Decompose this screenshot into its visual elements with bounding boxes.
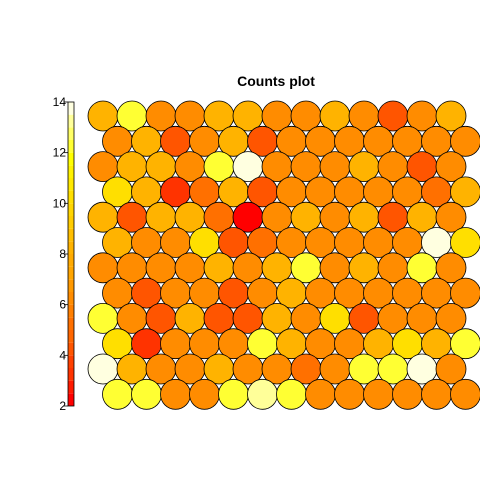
node-circle — [103, 379, 133, 409]
colorbar-tick-label: 14 — [53, 95, 67, 109]
colorbar-tick-label: 10 — [53, 196, 67, 210]
node-circle — [306, 379, 336, 409]
colorbar-legend — [68, 102, 74, 406]
node-circle — [161, 379, 191, 409]
node-circle — [277, 379, 307, 409]
colorbar-tick-label: 2 — [59, 399, 66, 413]
colorbar-axis: 2 4 6 8 10 12 14 — [53, 95, 68, 413]
colorbar-bin — [68, 267, 74, 280]
colorbar-bin — [68, 317, 74, 330]
colorbar-bin — [68, 102, 74, 115]
colorbar-bin — [68, 115, 74, 128]
colorbar-bin — [68, 330, 74, 343]
colorbar-bin — [68, 368, 74, 381]
colorbar-bin — [68, 355, 74, 368]
node-circle — [364, 379, 394, 409]
colorbar-bin — [68, 241, 74, 254]
colorbar-bin — [68, 216, 74, 229]
colorbar-bin — [68, 254, 74, 267]
colorbar-bin — [68, 153, 74, 166]
node-circle — [335, 379, 365, 409]
colorbar-bin — [68, 165, 74, 178]
colorbar-bin — [68, 127, 74, 140]
colorbar-bin — [68, 140, 74, 153]
colorbar-bin — [68, 393, 74, 406]
colorbar-tick-label: 6 — [59, 298, 66, 312]
colorbar-bin — [68, 381, 74, 394]
colorbar-tick-label: 4 — [59, 348, 66, 362]
colorbar-bin — [68, 305, 74, 318]
colorbar-bin — [68, 343, 74, 356]
chart-title: Counts plot — [237, 73, 315, 89]
node-circle — [422, 379, 452, 409]
colorbar-bin — [68, 203, 74, 216]
colorbar-bin — [68, 178, 74, 191]
colorbar-bin — [68, 229, 74, 242]
colorbar-bin — [68, 292, 74, 305]
node-circle — [190, 379, 220, 409]
node-circle — [248, 379, 278, 409]
node-circle — [132, 379, 162, 409]
colorbar-tick-label: 12 — [53, 146, 67, 160]
colorbar-bin — [68, 279, 74, 292]
hex-node-grid — [88, 101, 480, 409]
colorbar-tick-label: 8 — [59, 247, 66, 261]
node-circle — [393, 379, 423, 409]
colorbar-bin — [68, 191, 74, 204]
node-circle — [219, 379, 249, 409]
node-circle — [451, 379, 480, 409]
